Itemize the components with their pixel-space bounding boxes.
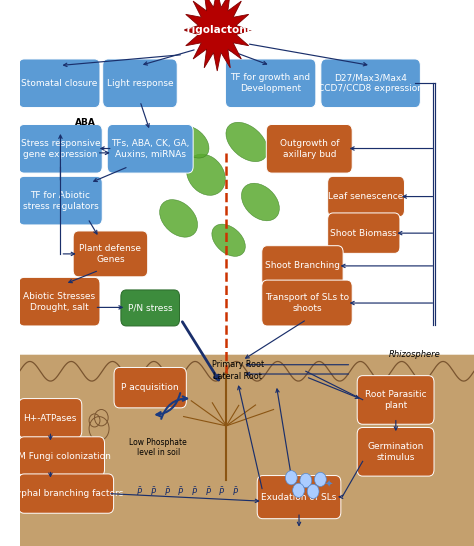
Text: Exudation of SLs: Exudation of SLs xyxy=(261,492,337,502)
FancyBboxPatch shape xyxy=(18,437,105,476)
Text: Shoot Biomass: Shoot Biomass xyxy=(330,229,397,238)
Text: AM Fungi colonization: AM Fungi colonization xyxy=(12,452,111,461)
FancyBboxPatch shape xyxy=(121,290,180,326)
FancyBboxPatch shape xyxy=(328,213,400,253)
Ellipse shape xyxy=(175,126,209,158)
Text: TF for Abiotic
stress regulators: TF for Abiotic stress regulators xyxy=(23,191,98,211)
Polygon shape xyxy=(19,355,474,546)
FancyBboxPatch shape xyxy=(226,59,316,108)
Text: P/N stress: P/N stress xyxy=(128,304,173,312)
FancyBboxPatch shape xyxy=(262,246,343,286)
Text: TFs, ABA, CK, GA,
Auxins, miRNAs: TFs, ABA, CK, GA, Auxins, miRNAs xyxy=(111,139,190,159)
Text: ✦: ✦ xyxy=(325,480,333,490)
Text: Leaf senescence: Leaf senescence xyxy=(328,192,404,201)
FancyBboxPatch shape xyxy=(262,280,352,326)
Text: P acquisition: P acquisition xyxy=(121,383,179,392)
Ellipse shape xyxy=(186,154,225,195)
Polygon shape xyxy=(183,0,251,71)
FancyBboxPatch shape xyxy=(18,277,100,326)
Text: Germination
stimulus: Germination stimulus xyxy=(367,442,424,462)
Ellipse shape xyxy=(241,183,279,221)
Text: Stress responsive
gene expression: Stress responsive gene expression xyxy=(21,139,100,159)
Text: $\bar{P}$: $\bar{P}$ xyxy=(191,485,198,498)
Circle shape xyxy=(314,472,326,486)
Text: $\bar{P}$: $\bar{P}$ xyxy=(205,485,212,498)
FancyBboxPatch shape xyxy=(114,367,186,408)
Text: Transport of SLs to
shoots: Transport of SLs to shoots xyxy=(265,293,349,313)
FancyBboxPatch shape xyxy=(103,59,177,108)
Text: Strigolactones: Strigolactones xyxy=(174,25,260,35)
Circle shape xyxy=(300,473,312,488)
Text: Rhizosphere: Rhizosphere xyxy=(389,351,441,359)
Ellipse shape xyxy=(226,122,268,162)
Text: Low Phosphate
level in soil: Low Phosphate level in soil xyxy=(129,438,187,458)
Text: $\bar{P}$: $\bar{P}$ xyxy=(218,485,225,498)
Text: Plant defense
Genes: Plant defense Genes xyxy=(80,244,141,264)
Text: H+-ATPases: H+-ATPases xyxy=(24,414,77,423)
FancyBboxPatch shape xyxy=(18,474,114,513)
Text: Stomatal closure: Stomatal closure xyxy=(21,79,98,88)
FancyBboxPatch shape xyxy=(107,124,193,173)
Text: Lateral Root: Lateral Root xyxy=(213,372,262,381)
Text: Shoot Branching: Shoot Branching xyxy=(265,262,340,270)
Text: Primary Root: Primary Root xyxy=(211,360,264,369)
FancyBboxPatch shape xyxy=(18,399,82,438)
FancyBboxPatch shape xyxy=(18,59,100,108)
Text: $\bar{P}$: $\bar{P}$ xyxy=(150,485,157,498)
Ellipse shape xyxy=(160,200,198,237)
Text: $\bar{P}$: $\bar{P}$ xyxy=(177,485,184,498)
Text: ABA: ABA xyxy=(75,118,96,127)
Text: TF for growth and
Development: TF for growth and Development xyxy=(230,73,310,93)
FancyBboxPatch shape xyxy=(73,231,148,277)
Circle shape xyxy=(307,484,319,498)
Text: $\bar{P}$: $\bar{P}$ xyxy=(137,485,144,498)
Text: D27/Max3/Max4
CCD7/CCD8 expression: D27/Max3/Max4 CCD7/CCD8 expression xyxy=(318,73,423,93)
Text: $\bar{P}$: $\bar{P}$ xyxy=(232,485,239,498)
FancyBboxPatch shape xyxy=(257,476,341,519)
FancyBboxPatch shape xyxy=(18,124,102,173)
Circle shape xyxy=(292,483,304,497)
FancyBboxPatch shape xyxy=(321,59,420,108)
Text: Abiotic Stresses
Drought, salt: Abiotic Stresses Drought, salt xyxy=(23,292,95,312)
FancyBboxPatch shape xyxy=(357,428,434,476)
Text: $\bar{P}$: $\bar{P}$ xyxy=(164,485,171,498)
Text: Root Parasitic
plant: Root Parasitic plant xyxy=(365,390,427,410)
FancyBboxPatch shape xyxy=(266,124,352,173)
FancyBboxPatch shape xyxy=(18,176,102,225)
Text: Outgrowth of
axillary bud: Outgrowth of axillary bud xyxy=(280,139,339,159)
FancyBboxPatch shape xyxy=(328,176,404,217)
Circle shape xyxy=(285,471,297,485)
Text: Light response: Light response xyxy=(107,79,173,88)
Text: Hyphal branching factors: Hyphal branching factors xyxy=(9,489,123,498)
Ellipse shape xyxy=(212,224,246,256)
FancyBboxPatch shape xyxy=(357,376,434,424)
